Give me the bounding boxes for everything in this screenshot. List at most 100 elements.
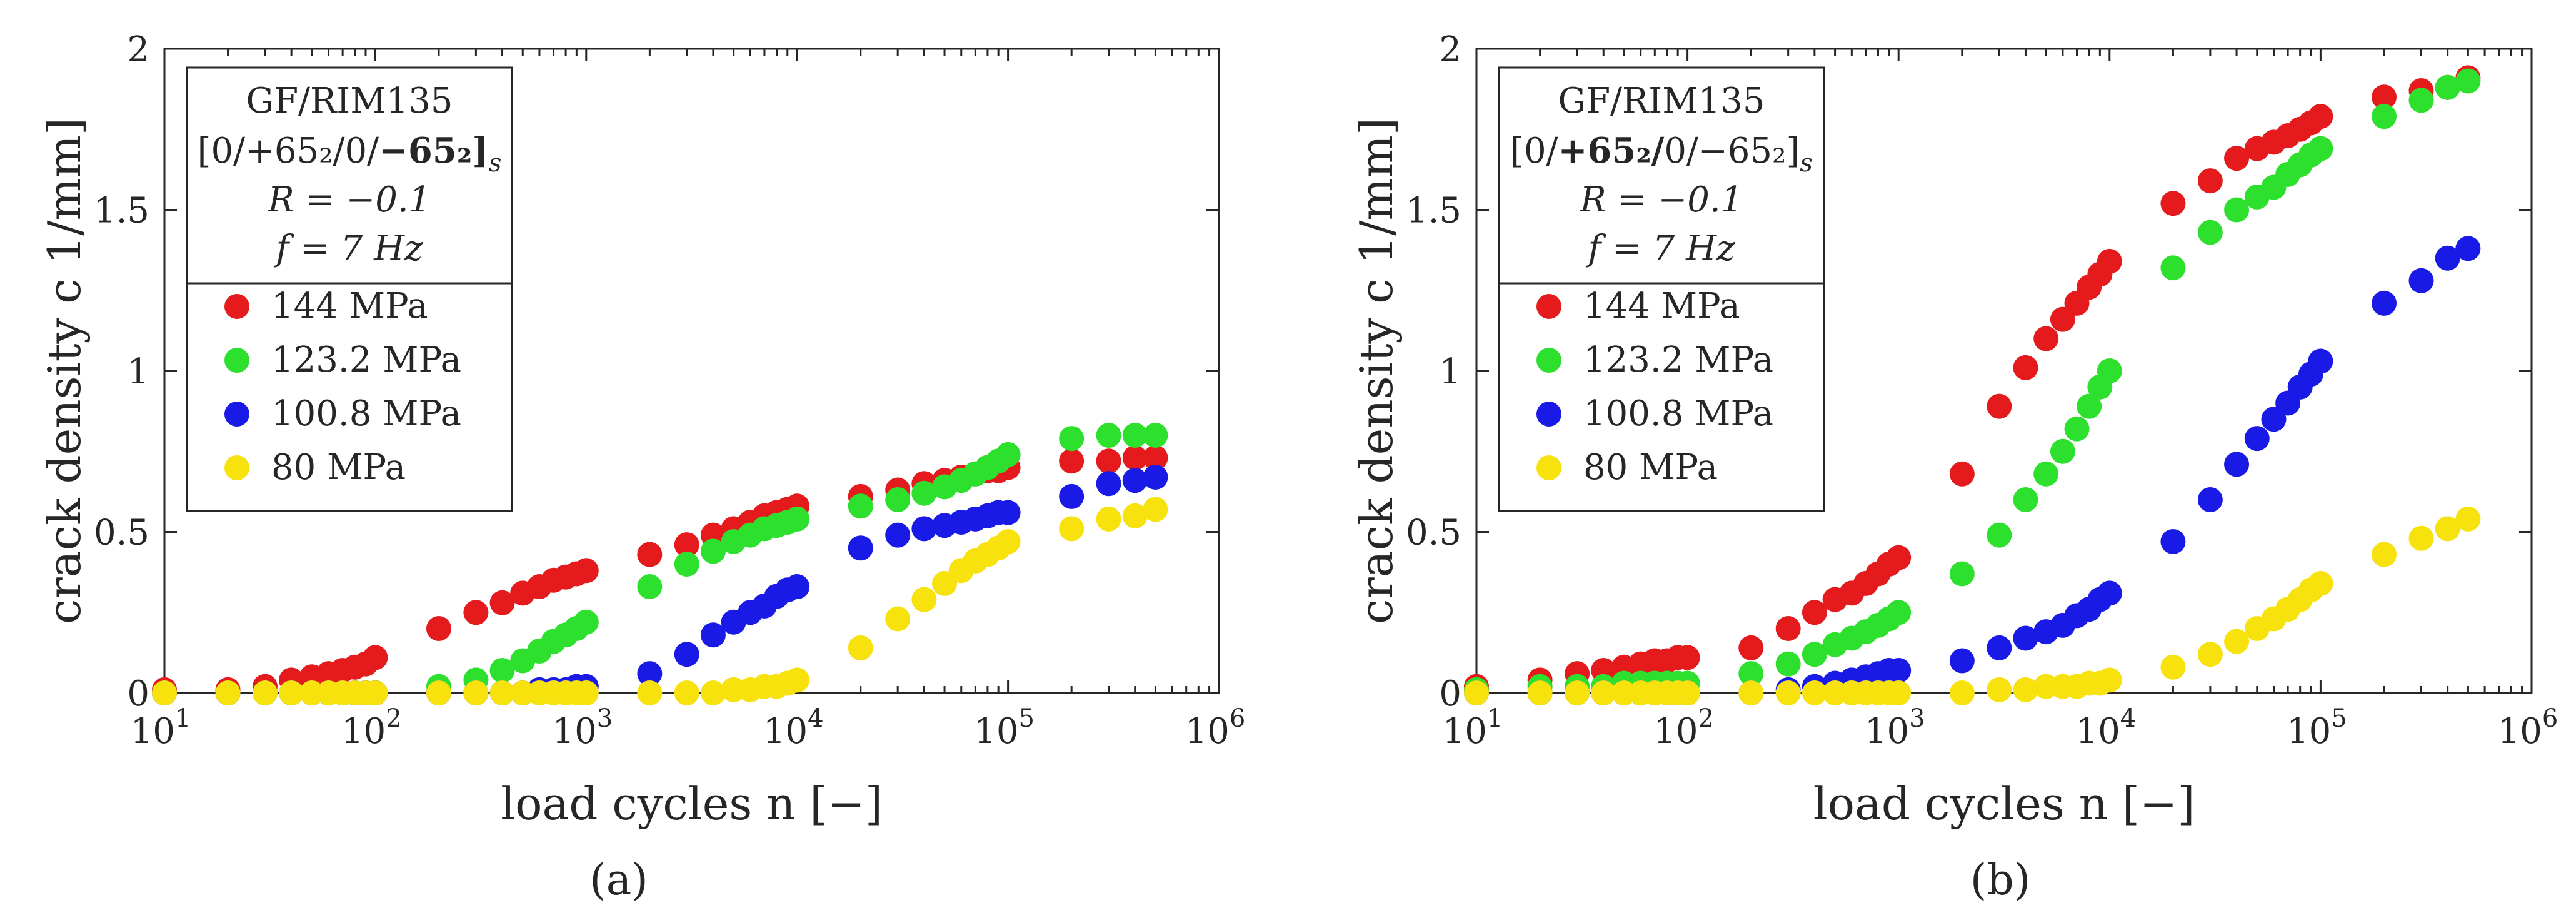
data-point-4 (279, 680, 304, 705)
legend-marker-4 (224, 455, 249, 480)
data-point-2 (573, 609, 599, 635)
data-point-4 (1527, 680, 1553, 705)
legend-entry-2: 123.2 MPa (1583, 340, 1773, 380)
x-tick-label: 101 (1443, 704, 1503, 752)
y-axis-label: crack density c 1/mm] (38, 118, 91, 624)
x-tick-label: 104 (763, 704, 824, 752)
data-point-3 (1987, 635, 2012, 660)
legend-entry-3: 100.8 MPa (1583, 393, 1773, 434)
data-point-4 (995, 528, 1021, 554)
data-point-3 (848, 535, 873, 561)
data-point-3 (1886, 657, 1912, 683)
panel-b: 101 102 103 104 105 106 0 0.5 1 1.5 2 load cycles n… (1350, 29, 2558, 905)
data-point-3 (674, 642, 699, 667)
data-point-4 (2455, 506, 2481, 532)
data-point-2 (911, 480, 937, 506)
data-point-1 (674, 532, 699, 558)
data-point-4 (784, 667, 810, 693)
data-point-2 (2077, 393, 2102, 419)
data-point-3 (911, 516, 937, 542)
data-point-1 (1143, 445, 1168, 471)
panel-caption: (a) (589, 856, 648, 905)
data-point-2 (2408, 88, 2434, 113)
data-point-1 (1949, 461, 1975, 487)
data-point-4 (489, 680, 515, 705)
legend-entry-4: 80 MPa (271, 447, 406, 488)
y-tick-label: 0.5 (1406, 513, 1461, 554)
data-point-4 (2308, 570, 2333, 596)
data-point-1 (1122, 445, 1148, 471)
data-point-1 (2372, 84, 2397, 110)
data-point-2 (1949, 561, 1975, 587)
data-point-2 (2160, 255, 2186, 281)
x-tick-label: 105 (974, 704, 1035, 752)
y-tick-label: 2 (1439, 29, 1461, 70)
legend-marker-2 (224, 348, 249, 373)
data-point-2 (674, 552, 699, 577)
data-point-4 (1802, 680, 1827, 705)
data-point-4 (885, 606, 911, 632)
x-axis-label: load cycles n [−] (501, 777, 883, 830)
data-point-2 (2435, 74, 2460, 100)
data-point-3 (2261, 407, 2287, 432)
data-point-4 (152, 680, 177, 705)
data-point-3 (2372, 290, 2397, 316)
data-point-1 (1802, 600, 1827, 625)
legend-marker-3 (224, 402, 249, 427)
data-point-4 (2097, 667, 2122, 693)
data-point-2 (2224, 197, 2250, 223)
data-point-4 (1949, 680, 1975, 705)
legend-material: GF/RIM135 (1558, 81, 1765, 121)
data-point-2 (2308, 136, 2333, 161)
data-point-4 (1143, 497, 1168, 522)
y-tick-label: 1 (127, 351, 149, 392)
y-tick-label: 0 (127, 674, 149, 714)
data-point-4 (911, 587, 937, 612)
legend-entry-1: 144 MPa (1583, 286, 1740, 326)
data-point-3 (1059, 483, 1085, 509)
x-tick-label: 104 (2075, 704, 2136, 752)
data-point-3 (784, 574, 810, 600)
legend-box (1498, 66, 1825, 512)
data-point-2 (1738, 661, 1764, 687)
data-point-4 (215, 680, 241, 705)
data-point-4 (700, 680, 726, 705)
legend-ratio: R = −0.1 (268, 179, 431, 220)
data-point-4 (1122, 503, 1148, 528)
x-tick-label: 102 (341, 704, 402, 752)
data-point-3 (2455, 236, 2481, 261)
data-point-1 (1675, 645, 1700, 670)
data-point-3 (2408, 268, 2434, 293)
data-point-2 (1987, 522, 2012, 548)
data-point-4 (363, 680, 388, 705)
data-point-1 (1987, 393, 2012, 419)
data-point-1 (2308, 104, 2333, 129)
data-point-2 (2097, 358, 2122, 383)
data-point-2 (2013, 487, 2038, 512)
data-point-2 (1143, 423, 1168, 448)
data-point-2 (885, 487, 911, 512)
data-point-2 (2197, 220, 2223, 245)
x-tick-label: 106 (2498, 704, 2558, 752)
data-point-3 (2224, 452, 2250, 477)
data-point-4 (463, 680, 489, 705)
data-point-1 (2033, 326, 2059, 351)
data-point-4 (426, 680, 451, 705)
data-point-1 (1886, 545, 1912, 570)
data-point-2 (2033, 461, 2059, 487)
legend-frequency: f = 7 Hz (273, 228, 423, 269)
data-point-3 (2160, 528, 2186, 554)
data-point-2 (637, 574, 663, 600)
data-point-1 (489, 590, 515, 615)
data-point-1 (2224, 146, 2250, 171)
data-point-3 (885, 522, 911, 548)
data-point-3 (1949, 648, 1975, 674)
x-tick-label: 106 (1185, 704, 1246, 752)
x-tick-label: 101 (131, 704, 191, 752)
x-tick-label: 103 (1865, 704, 1925, 752)
legend-marker-2 (1536, 348, 1561, 373)
legend-marker-1 (1536, 294, 1561, 319)
data-point-1 (463, 600, 489, 625)
x-tick-label: 102 (1653, 704, 1714, 752)
